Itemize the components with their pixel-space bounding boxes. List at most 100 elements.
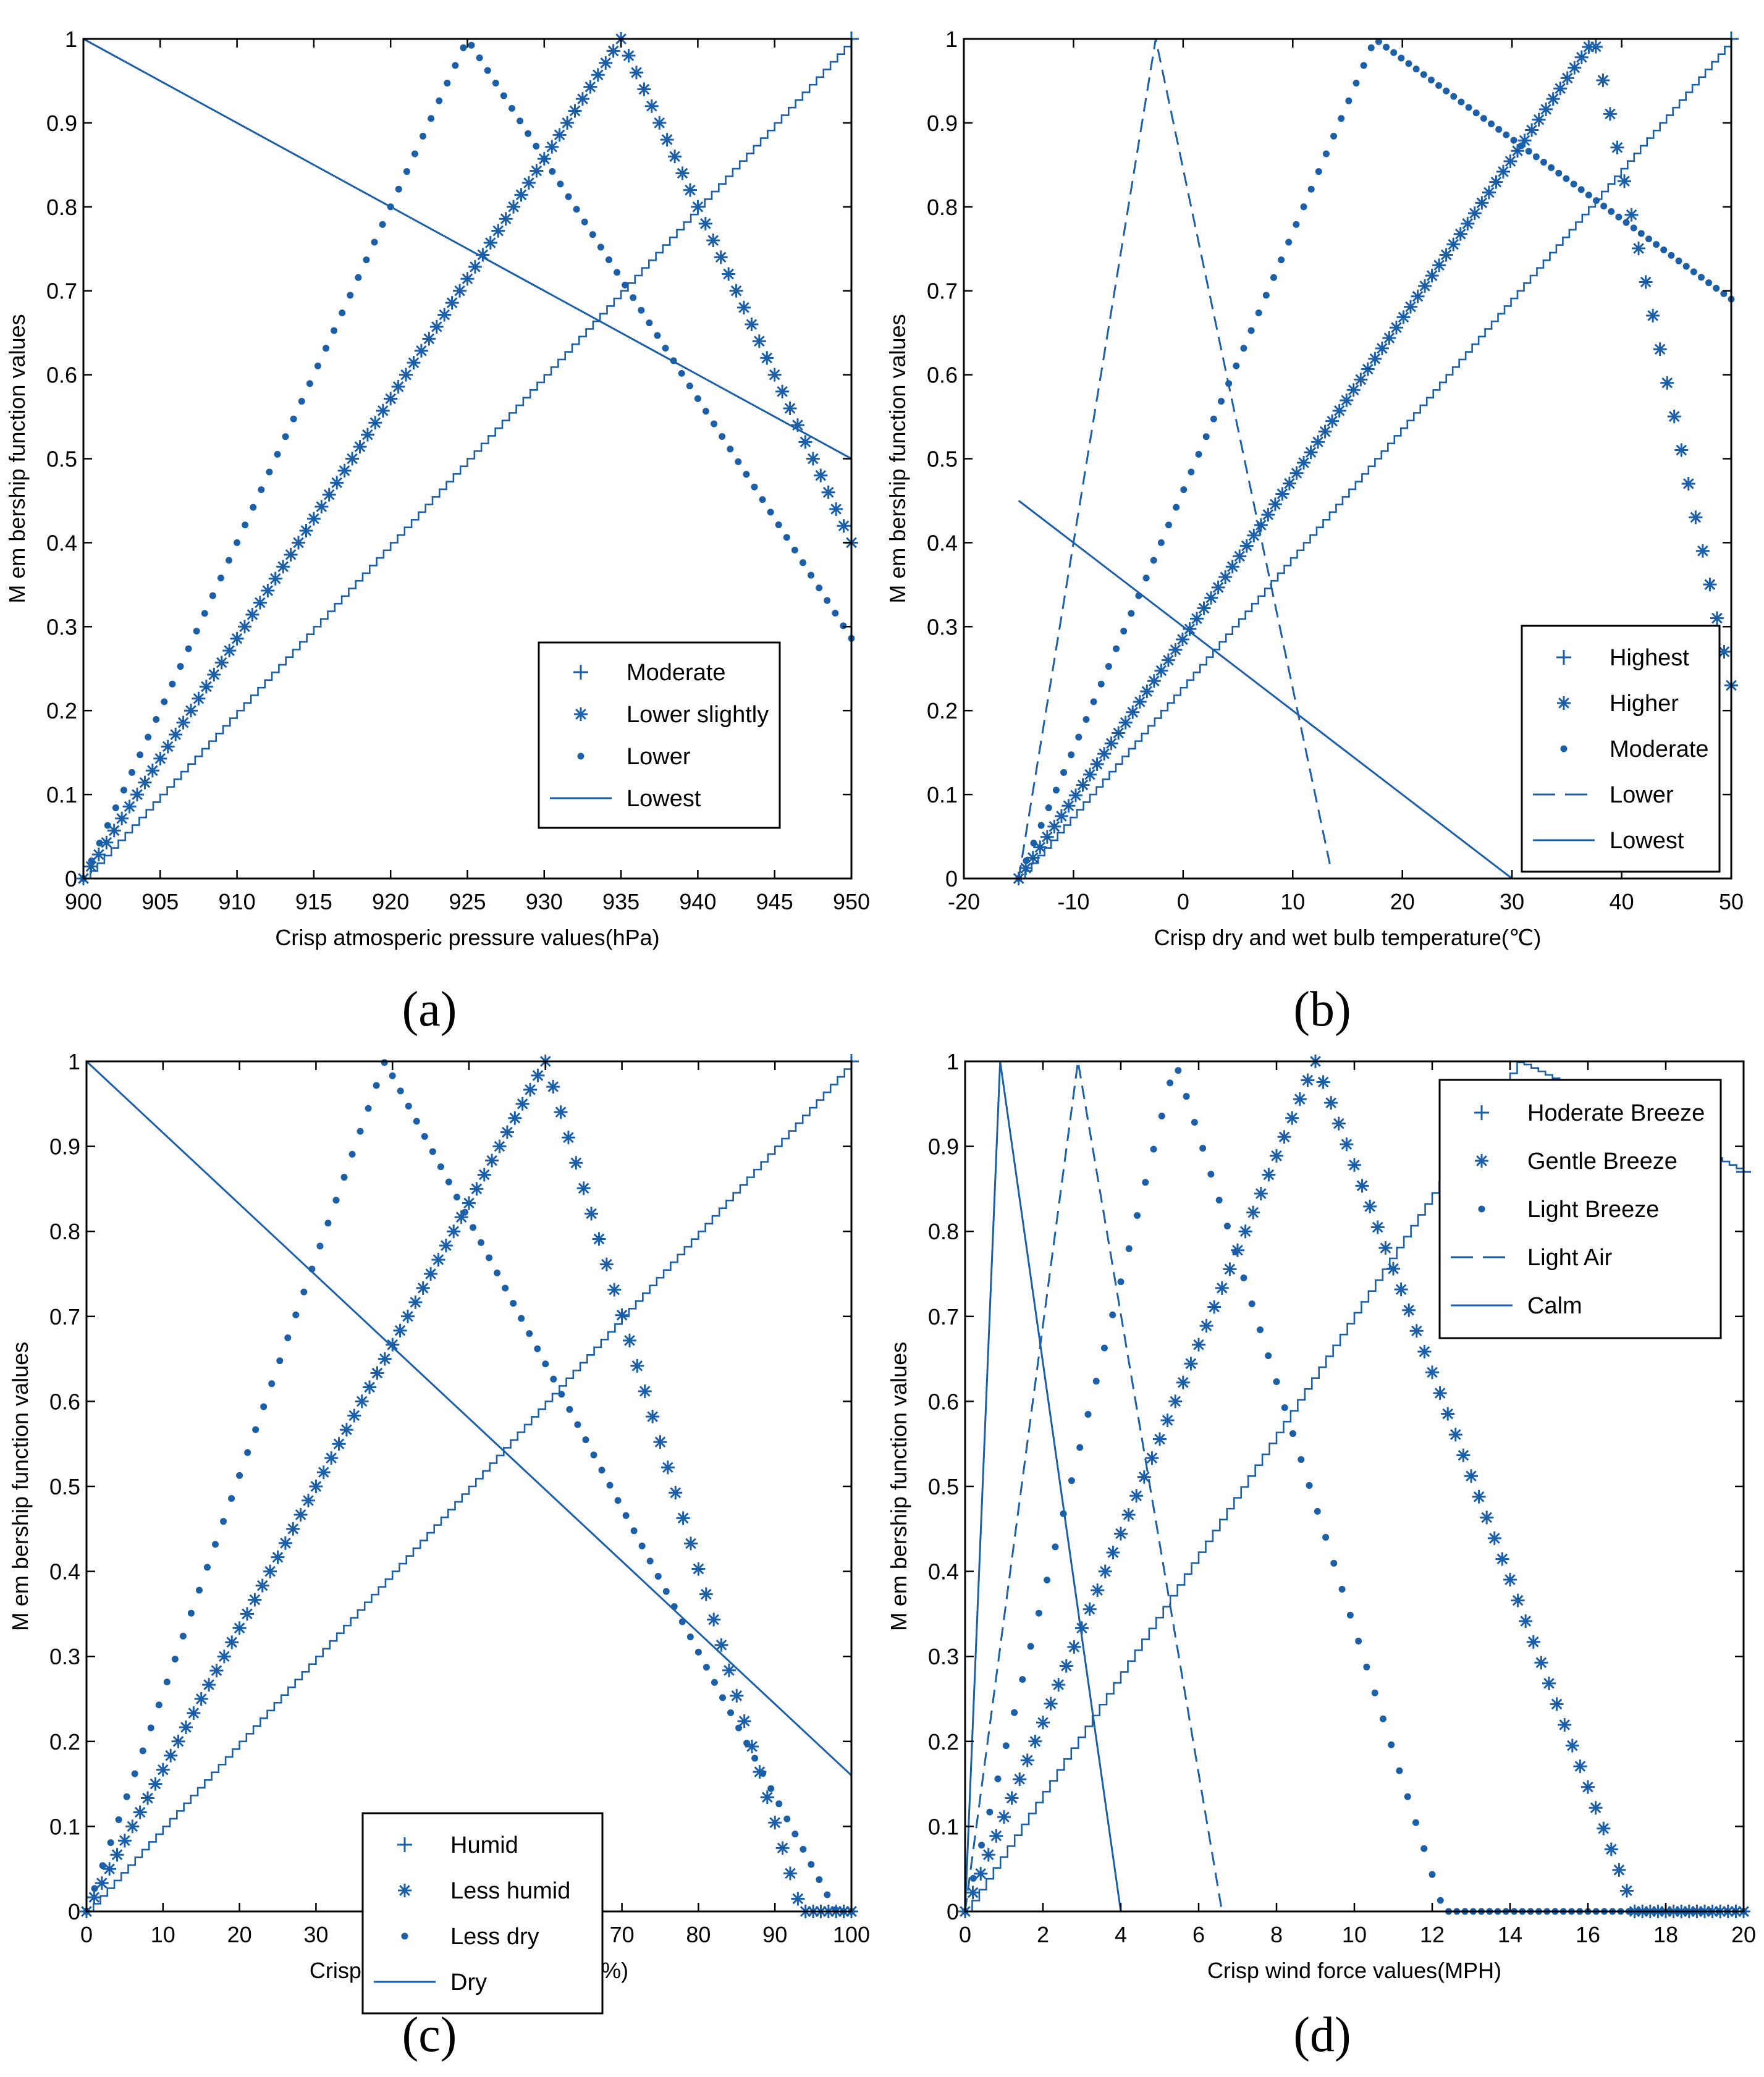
data-point — [1233, 549, 1247, 563]
data-point — [1020, 1753, 1034, 1767]
data-point — [654, 1572, 662, 1580]
series-line-3 — [1018, 38, 1332, 879]
y-tick-label: 0.9 — [927, 111, 958, 136]
data-point — [171, 1655, 179, 1662]
data-point — [517, 117, 524, 125]
data-point — [1420, 71, 1427, 78]
data-point — [131, 1770, 138, 1777]
y-tick-label: 0.4 — [928, 1559, 959, 1585]
data-point — [332, 1437, 346, 1451]
data-point — [1558, 1717, 1572, 1732]
data-point — [727, 1709, 735, 1716]
data-point — [428, 115, 435, 122]
data-point — [345, 452, 360, 466]
data-point — [1133, 694, 1147, 709]
data-point — [560, 116, 575, 130]
x-tick-label: -10 — [1057, 889, 1089, 914]
data-point — [1052, 1543, 1059, 1551]
y-tick-label: 0.6 — [49, 1389, 80, 1414]
data-point — [1511, 1593, 1525, 1607]
data-point — [1398, 54, 1405, 62]
data-point — [332, 1197, 340, 1204]
data-point — [1488, 120, 1495, 127]
legend-swatch — [401, 1932, 408, 1940]
series-line-4 — [1018, 500, 1513, 880]
data-point — [1137, 1470, 1151, 1484]
data-point — [1418, 279, 1432, 293]
data-point — [775, 521, 782, 528]
data-point — [1589, 40, 1603, 54]
data-point — [185, 645, 192, 652]
data-point — [212, 1541, 219, 1548]
data-point — [416, 1281, 430, 1295]
data-point — [735, 458, 742, 465]
data-point — [1660, 246, 1668, 253]
data-point — [1420, 1845, 1428, 1852]
data-point — [1623, 219, 1630, 226]
data-point — [413, 1118, 420, 1125]
data-point — [240, 1607, 254, 1621]
data-point — [370, 1366, 384, 1380]
x-tick-label: 935 — [602, 889, 639, 914]
data-point — [1011, 1709, 1018, 1716]
legend-entry: Humid — [450, 1832, 518, 1858]
data-point — [1363, 1199, 1377, 1213]
data-point — [1097, 747, 1112, 761]
data-point — [1437, 1897, 1444, 1904]
data-point — [368, 416, 382, 430]
data-point — [115, 811, 129, 825]
data-point — [1378, 1241, 1393, 1255]
data-point — [1379, 1715, 1386, 1722]
data-point — [1574, 50, 1589, 64]
data-point — [161, 739, 175, 754]
panel-label: (d) — [1293, 2008, 1351, 2062]
data-point — [1404, 300, 1418, 314]
legend-swatch — [1560, 745, 1568, 752]
data-point — [683, 183, 697, 197]
series-stair-0 — [87, 1061, 853, 1913]
data-point — [476, 54, 483, 62]
data-point — [694, 395, 701, 402]
data-point — [660, 1460, 675, 1475]
data-point — [405, 1102, 412, 1110]
data-point — [1624, 208, 1639, 222]
data-point — [1026, 851, 1040, 865]
data-point — [177, 663, 184, 670]
data-point — [1608, 208, 1615, 215]
data-point — [730, 1688, 744, 1703]
x-tick-label: 18 — [1653, 1922, 1678, 1947]
data-point — [244, 1449, 251, 1456]
data-point — [1346, 383, 1361, 397]
series-group — [80, 1054, 859, 1918]
data-point — [775, 1841, 790, 1855]
data-point — [686, 1633, 694, 1641]
data-point — [646, 1410, 660, 1424]
data-point — [561, 1131, 575, 1145]
data-point — [521, 175, 536, 190]
data-point — [217, 575, 224, 582]
data-point — [1615, 213, 1623, 221]
legend-swatch — [1556, 650, 1571, 665]
data-point — [353, 440, 367, 454]
data-point — [1142, 575, 1150, 582]
data-point — [1316, 1075, 1330, 1089]
data-point — [1293, 221, 1300, 228]
data-point — [268, 571, 282, 586]
data-point — [1425, 269, 1439, 283]
data-point — [1083, 767, 1097, 782]
data-point — [1240, 1274, 1247, 1282]
data-point — [1332, 403, 1346, 418]
data-point — [393, 1323, 407, 1338]
data-point — [1371, 1689, 1378, 1696]
legend-entry: Lowest — [1610, 828, 1684, 854]
y-tick-label: 0.3 — [927, 614, 958, 639]
data-point — [676, 1511, 690, 1525]
legend-entry: Moderate — [1610, 736, 1709, 762]
data-point — [220, 1518, 227, 1525]
data-point — [654, 332, 661, 339]
y-tick-label: 0.7 — [927, 279, 958, 304]
data-point — [421, 1133, 428, 1140]
data-point — [253, 596, 267, 610]
y-tick-label: 0.1 — [928, 1814, 959, 1839]
data-point — [194, 1692, 208, 1706]
